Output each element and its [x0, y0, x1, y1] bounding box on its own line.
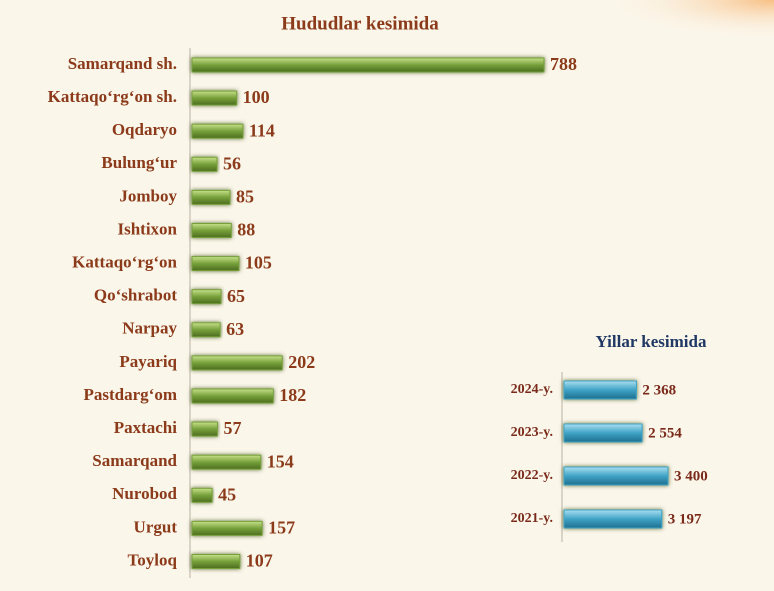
data-label: 202: [288, 352, 315, 372]
bar: [191, 223, 232, 238]
bar: [563, 380, 637, 400]
data-label: 157: [268, 518, 295, 538]
bar: [191, 90, 238, 106]
bar: [191, 554, 241, 569]
y-tick-label: Samarqand: [92, 451, 177, 470]
data-label: 65: [227, 286, 245, 306]
data-label: 3 400: [674, 468, 708, 484]
bar: [191, 487, 213, 503]
data-label: 100: [243, 87, 270, 107]
data-label: 154: [267, 451, 294, 471]
y-tick-label: Kattaqo‘rg‘on: [72, 253, 177, 272]
data-label: 182: [279, 385, 306, 405]
data-label: 107: [246, 551, 273, 571]
y-tick-label: Nurobod: [112, 484, 177, 503]
y-tick-label: Urgut: [134, 517, 178, 536]
y-tick-label: Kattaqo‘rg‘on sh.: [48, 87, 177, 106]
chart-title: Yillar kesimida: [596, 332, 707, 351]
data-label: 57: [223, 418, 241, 438]
y-tick-label: 2022-y.: [511, 468, 553, 483]
y-tick-label: Paxtachi: [114, 418, 178, 437]
y-tick-label: Narpay: [122, 319, 177, 338]
data-label: 114: [249, 120, 275, 140]
y-tick-label: Jomboy: [119, 186, 177, 205]
y-tick-label: Pastdarg‘om: [84, 385, 177, 404]
y-tick-label: Oqdaryo: [112, 120, 177, 139]
data-label: 105: [245, 253, 272, 273]
bar: [191, 57, 545, 73]
y-tick-label: 2024-y.: [511, 382, 553, 397]
bar: [191, 388, 274, 404]
bar: [191, 189, 231, 205]
decor-glow: [600, 0, 774, 40]
y-tick-label: Payariq: [119, 352, 177, 371]
data-label: 88: [237, 220, 255, 240]
y-tick-label: Qo‘shrabot: [94, 286, 177, 305]
data-label: 56: [223, 153, 241, 173]
bar: [191, 454, 262, 470]
bar: [191, 520, 263, 536]
data-label: 2 368: [642, 382, 676, 398]
bar: [191, 156, 218, 172]
bar: [191, 322, 221, 338]
bar: [563, 509, 663, 529]
data-label: 45: [218, 484, 236, 504]
data-label: 2 554: [648, 425, 682, 441]
y-tick-label: Ishtixon: [117, 219, 177, 238]
y-tick-label: Toyloq: [128, 550, 178, 569]
y-tick-label: 2023-y.: [511, 425, 553, 440]
bar: [191, 123, 244, 139]
bar: [191, 355, 283, 371]
data-label: 85: [236, 187, 254, 207]
y-tick-label: Samarqand sh.: [68, 54, 177, 73]
bar: [191, 421, 218, 437]
y-tick-label: Bulung‘ur: [101, 153, 177, 172]
chart-title: Hududlar kesimida: [281, 13, 439, 34]
bar: [191, 256, 240, 272]
data-label: 63: [226, 319, 244, 339]
y-tick-label: 2021-y.: [511, 511, 553, 526]
bar: [563, 423, 643, 443]
bar: [191, 289, 222, 305]
bar: [563, 466, 669, 486]
data-label: 788: [550, 54, 577, 74]
data-label: 3 197: [668, 511, 702, 527]
